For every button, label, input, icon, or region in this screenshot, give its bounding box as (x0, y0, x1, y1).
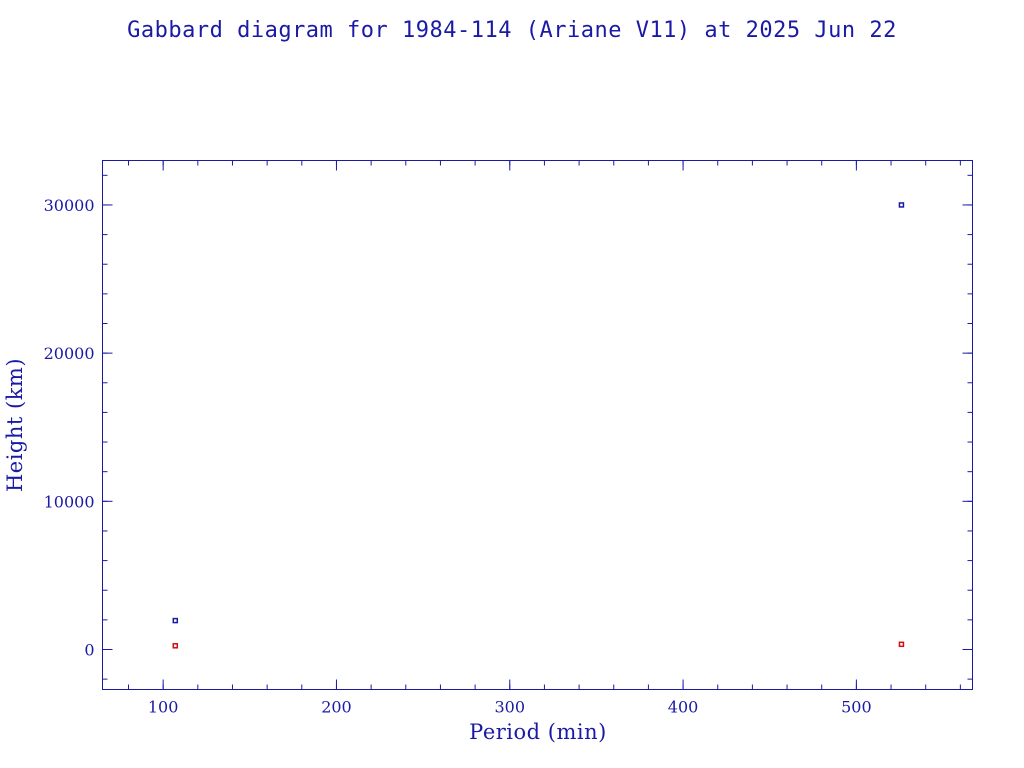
data-point (172, 617, 179, 624)
x-tick-label: 200 (321, 698, 352, 717)
tick-labels: 100 200 300 400 500 0 10000 20000 30000 (44, 196, 872, 717)
x-axis-label: Period (min) (469, 720, 607, 744)
chart-title: Gabbard diagram for 1984-114 (Ariane V11… (127, 18, 897, 43)
y-tick-label: 30000 (44, 196, 95, 215)
data-point (898, 202, 905, 208)
y-tick-label: 10000 (44, 492, 95, 511)
y-axis-label: Height (km) (3, 358, 27, 492)
data-points (172, 202, 905, 649)
x-tick-label: 400 (668, 698, 699, 717)
data-point (172, 643, 179, 649)
x-tick-label: 100 (148, 698, 179, 717)
y-tick-label: 20000 (44, 344, 95, 363)
plot-frame (102, 160, 973, 690)
data-point (898, 641, 905, 648)
axis-ticks (102, 160, 973, 690)
y-tick-label: 0 (84, 640, 94, 659)
x-tick-label: 500 (841, 698, 872, 717)
x-tick-label: 300 (494, 698, 525, 717)
